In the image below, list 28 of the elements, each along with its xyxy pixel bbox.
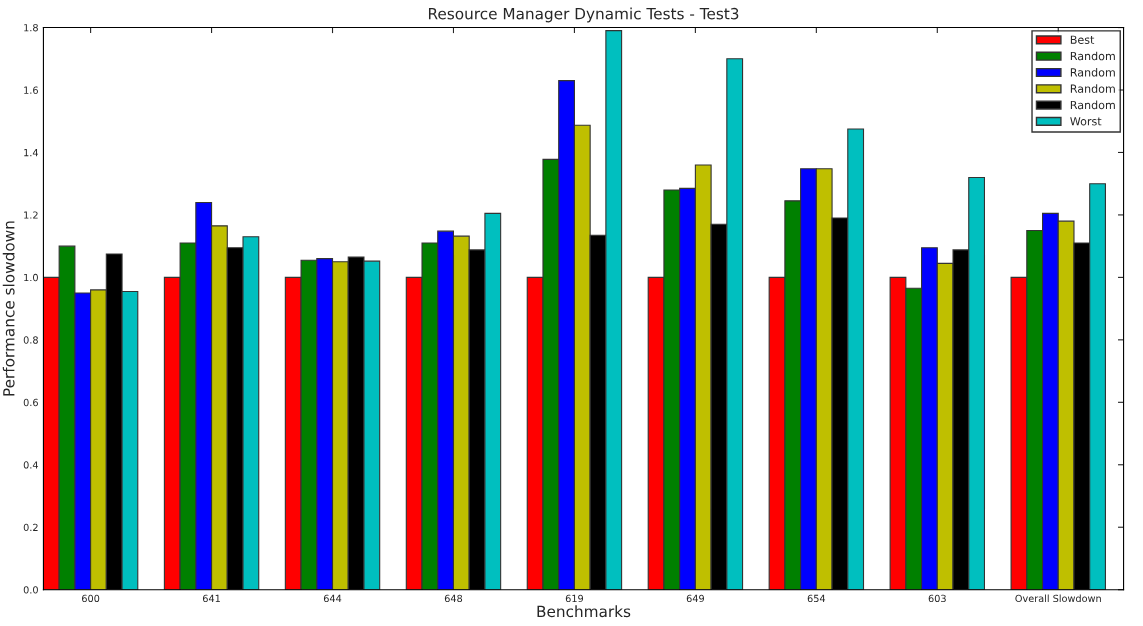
x-tick-label: 600	[82, 594, 100, 603]
x-tick-label: 644	[323, 594, 342, 603]
x-tick-label: 648	[444, 594, 463, 603]
legend-label: Random	[1070, 84, 1115, 93]
y-tick-label: 1.4	[24, 149, 39, 157]
chart-title: Resource Manager Dynamic Tests - Test3	[428, 7, 739, 23]
legend-label: Random	[1070, 100, 1115, 110]
y-tick-label: 0.2	[23, 523, 38, 532]
x-tick-label: 649	[686, 594, 704, 603]
legend-label: Best	[1070, 35, 1095, 44]
y-tick-label: 0.8	[23, 336, 38, 344]
y-tick-label: 0.0	[23, 586, 38, 594]
y-tick-label: 1.8	[24, 24, 38, 32]
y-axis-title: Performance slowdown	[2, 221, 15, 396]
x-tick-label: 619	[565, 594, 584, 603]
x-tick-label: Overall Slowdown	[1015, 594, 1101, 603]
legend-label: Random	[1070, 67, 1115, 77]
y-tick-label: 1.6	[24, 86, 38, 94]
y-tick-label: 1.2	[24, 211, 38, 219]
x-tick-label: 603	[928, 594, 946, 603]
y-tick-label: 0.6	[23, 398, 38, 407]
x-tick-label: 641	[202, 594, 220, 603]
x-axis-title: Benchmarks	[537, 605, 631, 618]
legend-label: Random	[1070, 51, 1115, 61]
y-tick-label: 0.4	[23, 461, 39, 469]
legend-label: Worst	[1070, 117, 1102, 126]
x-tick-label: 654	[807, 594, 826, 603]
y-tick-label: 1.0	[24, 273, 38, 282]
